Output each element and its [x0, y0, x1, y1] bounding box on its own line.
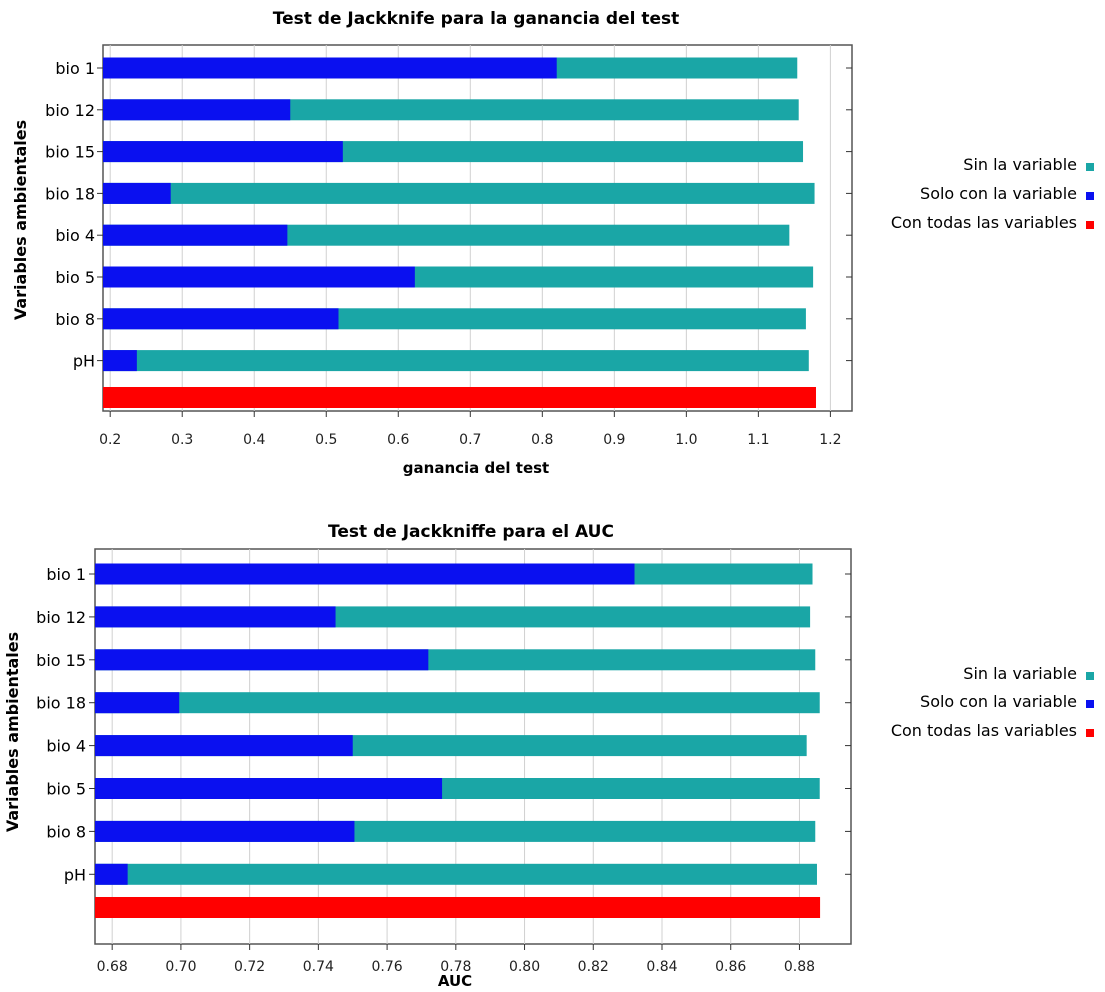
x-tick-label: 0.6: [387, 432, 409, 448]
legend-swatch: [1086, 192, 1094, 200]
y-category-label: bio 1: [55, 59, 95, 78]
y-category-label: pH: [73, 352, 95, 371]
bar-solo-con-la-variable: [103, 57, 557, 79]
chart-title: Test de Jackknife para la ganancia del t…: [273, 9, 680, 29]
legend-label: Con todas las variables: [891, 213, 1077, 232]
bar-solo-con-la-variable: [95, 820, 355, 842]
bar-solo-con-la-variable: [95, 563, 635, 585]
x-tick-label: 0.5: [315, 432, 337, 448]
legend-label: Sin la variable: [963, 155, 1077, 174]
x-tick-label: 1.2: [819, 432, 841, 448]
x-tick-label: 0.8: [531, 432, 553, 448]
bar-solo-con-la-variable: [95, 863, 128, 885]
chart-title: Test de Jackkniffe para el AUC: [328, 522, 614, 542]
bar-solo-con-la-variable: [103, 350, 137, 372]
x-tick-label: 0.80: [509, 959, 540, 975]
bar-solo-con-la-variable: [103, 224, 288, 246]
bar-solo-con-la-variable: [95, 606, 336, 628]
x-tick-label: 0.74: [303, 959, 334, 975]
legend-swatch: [1086, 672, 1094, 680]
chart-1: 0.2 0.3 0.4 0.5 0.6 0.7 0.8 0.9 1.0 1.1 1.2 bio 1 bi…: [11, 9, 1094, 477]
bar-con-todas-las-variables: [103, 387, 816, 408]
y-axis-label: Variables ambientales: [11, 120, 30, 320]
x-tick-label: 1.1: [747, 432, 769, 448]
y-category-label: bio 8: [55, 310, 95, 329]
bar-sin-la-variable: [95, 692, 820, 714]
x-tick-label: 0.4: [243, 432, 265, 448]
x-tick-label: 0.82: [578, 959, 609, 975]
x-tick-label: 0.7: [459, 432, 481, 448]
x-tick-label: 0.76: [372, 959, 403, 975]
y-category-label: pH: [64, 865, 86, 884]
y-category-label: bio 4: [55, 226, 95, 245]
bar-solo-con-la-variable: [103, 308, 339, 330]
bar-solo-con-la-variable: [103, 182, 171, 204]
bar-solo-con-la-variable: [103, 266, 415, 288]
y-category-label: bio 15: [36, 651, 86, 670]
legend-swatch: [1086, 163, 1094, 171]
y-category-label: bio 5: [55, 268, 95, 287]
legend-swatch: [1086, 700, 1094, 708]
x-tick-label: 1.0: [675, 432, 697, 448]
y-category-label: bio 5: [46, 780, 86, 799]
x-tick-label: 0.68: [97, 959, 128, 975]
bar-solo-con-la-variable: [95, 735, 353, 757]
x-tick-label: 0.2: [99, 432, 121, 448]
legend-label: Solo con la variable: [920, 184, 1077, 203]
bar-sin-la-variable: [103, 182, 815, 204]
y-category-label: bio 4: [46, 737, 86, 756]
bar-solo-con-la-variable: [95, 649, 429, 671]
bar-con-todas-las-variables: [95, 897, 821, 918]
y-category-label: bio 18: [45, 184, 95, 203]
legend-label: Con todas las variables: [891, 721, 1077, 740]
x-axis-label: AUC: [438, 972, 472, 990]
chart-2: 0.68 0.70 0.72 0.74 0.76 0.78 0.80 0.82 0.84 0.86…: [3, 522, 1094, 990]
x-tick-label: 0.70: [165, 959, 196, 975]
y-category-label: bio 15: [45, 143, 95, 162]
y-axis-label: Variables ambientales: [3, 632, 22, 832]
legend-swatch: [1086, 221, 1094, 229]
bar-solo-con-la-variable: [95, 778, 443, 799]
y-category-label: bio 8: [46, 822, 86, 841]
bar-solo-con-la-variable: [95, 692, 180, 714]
bar-sin-la-variable: [95, 863, 817, 885]
x-tick-label: 0.3: [171, 432, 193, 448]
bar-solo-con-la-variable: [103, 99, 291, 121]
y-category-label: bio 12: [36, 608, 86, 627]
legend-label: Solo con la variable: [920, 692, 1077, 711]
x-tick-label: 0.72: [234, 959, 265, 975]
x-tick-label: 0.86: [715, 959, 746, 975]
x-tick-label: 0.88: [784, 959, 815, 975]
y-category-label: bio 18: [36, 694, 86, 713]
x-tick-label: 0.84: [646, 959, 677, 975]
bar-solo-con-la-variable: [103, 141, 343, 163]
x-axis-label: ganancia del test: [403, 459, 549, 477]
legend-swatch: [1086, 729, 1094, 737]
x-tick-label: 0.78: [440, 959, 471, 975]
legend-label: Sin la variable: [963, 664, 1077, 683]
x-tick-label: 0.9: [603, 432, 625, 448]
y-category-label: bio 12: [45, 101, 95, 120]
bar-sin-la-variable: [103, 350, 809, 372]
y-category-label: bio 1: [46, 565, 86, 584]
